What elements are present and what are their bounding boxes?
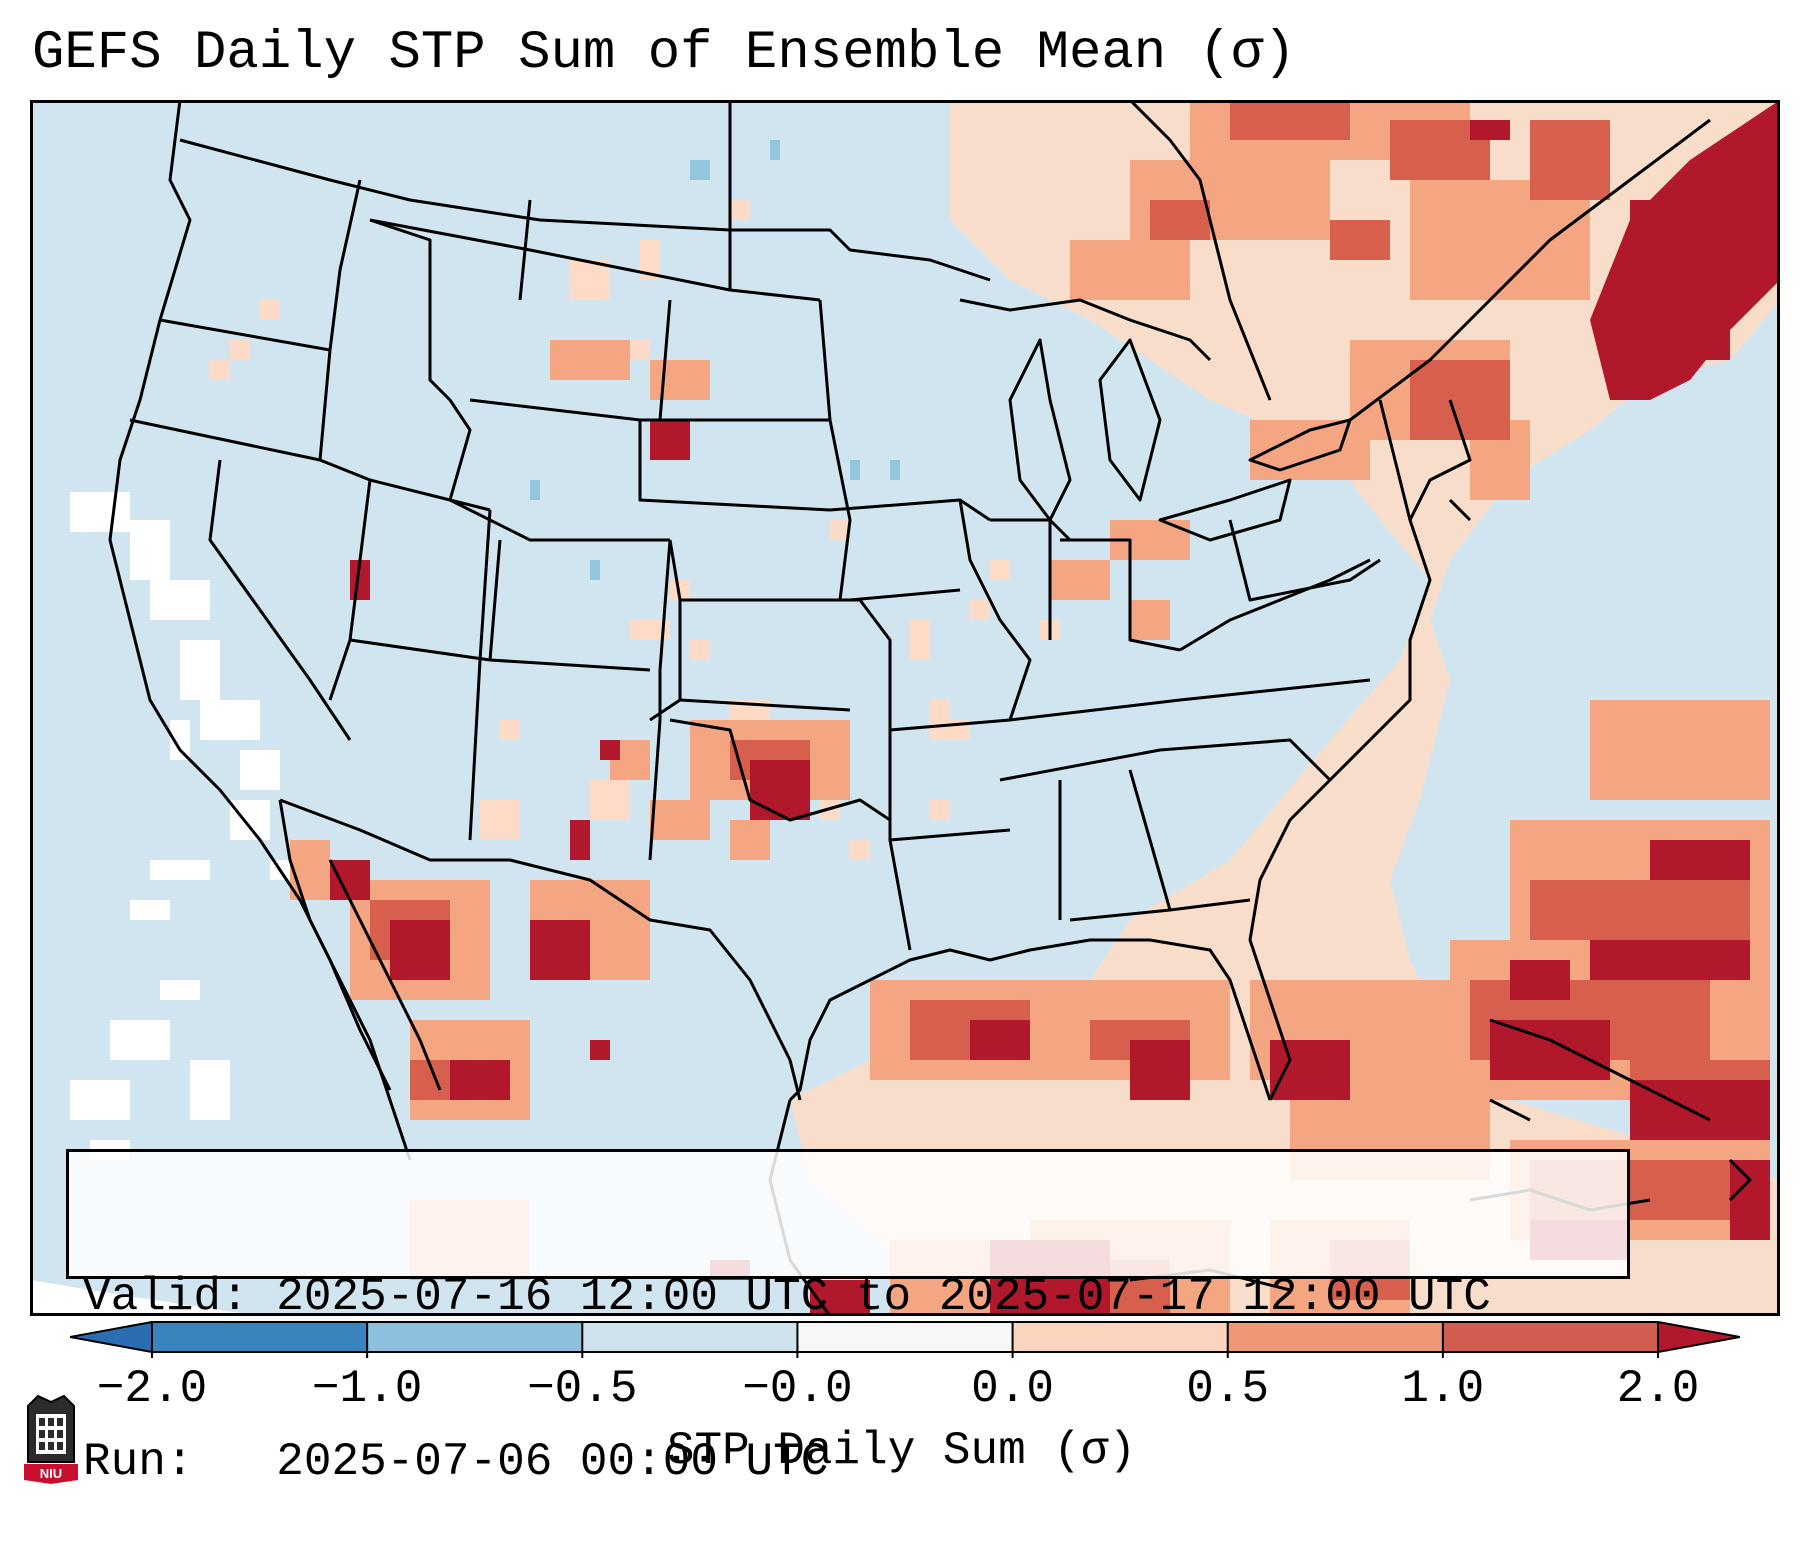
colorbar-extend-low bbox=[70, 1322, 152, 1352]
map-frame bbox=[30, 100, 1780, 1316]
chart-title: GEFS Daily STP Sum of Ensemble Mean (σ) bbox=[32, 23, 1296, 84]
colorbar-segment bbox=[367, 1322, 583, 1352]
colorbar-extend-high bbox=[1658, 1322, 1740, 1352]
logo-text: NIU bbox=[40, 1466, 62, 1481]
colorbar-tick-label: −1.0 bbox=[311, 1363, 423, 1415]
colorbar-outline bbox=[151, 1321, 1659, 1353]
colorbar-tick-label: 0.0 bbox=[971, 1363, 1054, 1415]
extreme-positive-cells bbox=[330, 100, 1780, 1316]
niu-logo: NIU bbox=[24, 1394, 78, 1484]
colorbar bbox=[70, 1321, 1740, 1358]
colorbar-segment bbox=[1227, 1322, 1444, 1352]
colorbar-outline-ends-right bbox=[1657, 1321, 1740, 1353]
valid-row: Valid: 2025-07-16 12:00 UTC to 2025-07-1… bbox=[83, 1270, 1627, 1325]
map-panel bbox=[30, 100, 1780, 1316]
colorbar-segment bbox=[582, 1322, 798, 1352]
colorbar-label: STP Daily Sum (σ) bbox=[666, 1425, 1137, 1477]
geographic-boundaries bbox=[108, 100, 1752, 1316]
colorbar-segment bbox=[797, 1322, 1014, 1352]
light-negative-cells bbox=[530, 140, 900, 580]
colorbar-tick-label: 0.5 bbox=[1186, 1363, 1270, 1415]
valid-label: Valid: bbox=[83, 1271, 249, 1323]
colorbar-segment bbox=[1442, 1322, 1659, 1352]
outside-domain-area bbox=[30, 1280, 260, 1316]
run-value: 2025-07-06 00:00 UTC bbox=[276, 1436, 829, 1488]
valid-run-info-box: Valid: 2025-07-16 12:00 UTC to 2025-07-1… bbox=[66, 1149, 1630, 1488]
colorbar-tick-label: −0.0 bbox=[742, 1363, 853, 1415]
colorbar-tick-label: −2.0 bbox=[96, 1363, 208, 1415]
run-label: Run: bbox=[83, 1436, 194, 1488]
light-positive-cells bbox=[210, 100, 1780, 1316]
colorbar-tick-label: 2.0 bbox=[1616, 1363, 1700, 1415]
colorbar-segment bbox=[1012, 1322, 1229, 1352]
colorbar-tick-label: −0.5 bbox=[527, 1363, 638, 1415]
valid-value: 2025-07-16 12:00 UTC to 2025-07-17 12:00… bbox=[276, 1271, 1491, 1323]
run-row: Run: 2025-07-06 00:00 UTC bbox=[83, 1435, 1627, 1490]
colorbar-tick-label: 1.0 bbox=[1401, 1363, 1485, 1415]
pacific-white-cells bbox=[70, 492, 290, 1160]
colorbar-outline-ends bbox=[70, 1321, 153, 1353]
colorbar-segment bbox=[152, 1322, 368, 1352]
